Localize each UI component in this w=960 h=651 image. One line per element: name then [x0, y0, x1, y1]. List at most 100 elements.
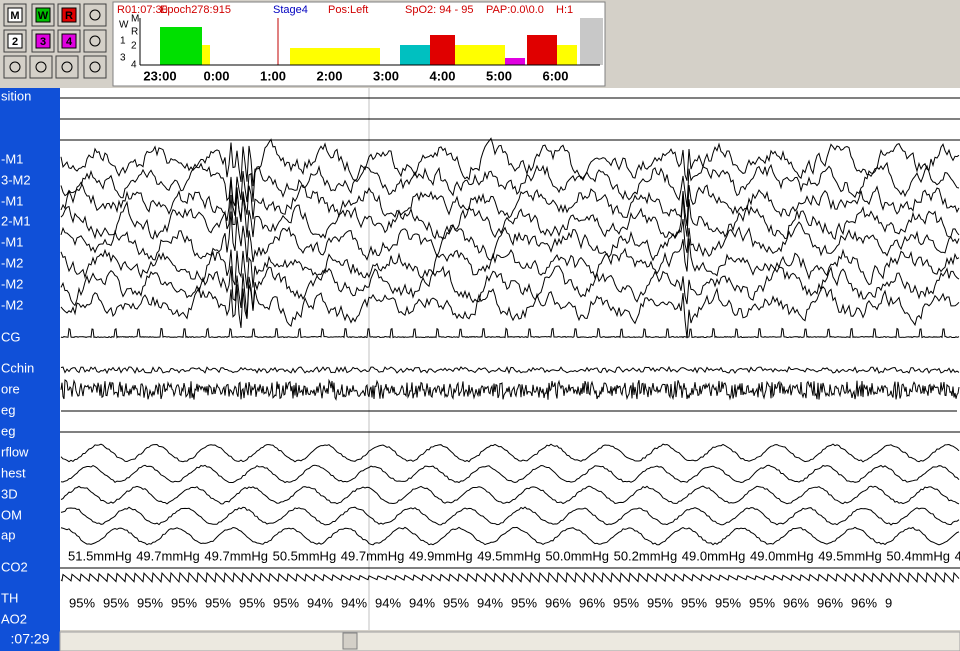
etco2-value: 49.5mmHg — [818, 548, 882, 563]
hypnogram-header: Epoch278:915 — [160, 4, 231, 16]
spo2-value: 95% — [69, 595, 95, 610]
clock-box[interactable] — [0, 630, 60, 651]
channel-label: sition — [1, 88, 31, 103]
channel-label: OM — [1, 507, 22, 522]
etco2-value: 50.4mmHg — [886, 548, 950, 563]
toolbar-icon-button[interactable] — [83, 29, 107, 53]
channel-label: -M2 — [1, 276, 23, 291]
spo2-value: 96% — [817, 595, 843, 610]
scrollbar[interactable] — [59, 631, 960, 651]
channel-label: Cchin — [1, 360, 34, 375]
channel-label: eg — [1, 423, 15, 438]
spo2-value: 94% — [375, 595, 401, 610]
spo2-value: 95% — [137, 595, 163, 610]
toolbar-icon-button[interactable] — [83, 3, 107, 27]
spo2-value: 95% — [647, 595, 673, 610]
spo2-value: 95% — [715, 595, 741, 610]
toolbar-icon-button[interactable] — [55, 55, 79, 79]
stage-label: W — [119, 20, 129, 31]
waveform — [60, 265, 960, 318]
waveform — [60, 464, 960, 484]
button-label: W — [38, 10, 49, 22]
waveform — [60, 238, 960, 289]
channel-label: eg — [1, 402, 15, 417]
stage-label: 4 — [131, 60, 137, 71]
time-label: 5:00 — [486, 68, 512, 83]
waveform — [60, 179, 960, 227]
toolbar-icon-button[interactable] — [3, 55, 27, 79]
channel-label: 3-M2 — [1, 172, 31, 187]
button-face — [7, 33, 23, 49]
icon — [89, 35, 101, 47]
spo2-value: 95% — [613, 595, 639, 610]
channel-label: CO2 — [1, 559, 28, 574]
stage-label: M — [131, 14, 139, 25]
spo2-value: 95% — [205, 595, 231, 610]
channel-label: rflow — [1, 444, 29, 459]
etco2-value: 49.0mmHg — [750, 548, 814, 563]
stage-label: R — [131, 27, 138, 38]
button-label: R — [65, 10, 73, 22]
icon — [89, 9, 101, 21]
stage-label: 2 — [131, 41, 137, 52]
channel-label: 2-M1 — [1, 213, 31, 228]
channel-label: -M1 — [1, 234, 23, 249]
etco2-value: 49.7mmHg — [136, 548, 200, 563]
spo2-value: 95% — [273, 595, 299, 610]
icon — [35, 61, 47, 73]
spo2-value: 94% — [341, 595, 367, 610]
button-label: 3 — [40, 36, 46, 48]
waveform — [60, 526, 960, 546]
toolbar-icon-button[interactable] — [83, 55, 107, 79]
channel-label: 3D — [1, 486, 18, 501]
scroll-thumb[interactable] — [342, 632, 358, 650]
hypnogram-header: H:1 — [556, 4, 573, 16]
button-face — [35, 7, 51, 23]
spo2-value: 96% — [545, 595, 571, 610]
button-label: M — [10, 10, 19, 22]
spo2-value: 94% — [307, 595, 333, 610]
etco2-value: 50.5mmHg — [273, 548, 337, 563]
toolbar-icon-button[interactable] — [29, 55, 53, 79]
stage-label: 3 — [120, 53, 126, 64]
spo2-value: 95% — [511, 595, 537, 610]
time-label: 23:00 — [143, 68, 176, 83]
hypnogram-header: SpO2: 94 - 95 — [405, 4, 474, 16]
channel-label: ore — [1, 381, 20, 396]
icon — [9, 61, 21, 73]
icon — [61, 61, 73, 73]
spo2-value: 95% — [443, 595, 469, 610]
channel-label: -M2 — [1, 255, 23, 270]
channel-label: -M1 — [1, 193, 23, 208]
waveform — [60, 284, 960, 339]
etco2-value: 49.9mmHg — [409, 548, 473, 563]
button-face — [35, 33, 51, 49]
waveform — [60, 327, 960, 339]
waveform — [60, 485, 960, 505]
stage-label: 1 — [120, 36, 126, 47]
time-label: 3:00 — [373, 68, 399, 83]
spo2-value: 95% — [171, 595, 197, 610]
spo2-value: 96% — [783, 595, 809, 610]
hypnogram-header: R01:07:30 — [117, 4, 168, 16]
signal-area — [60, 88, 960, 630]
waveform — [60, 443, 960, 463]
spo2-value: 95% — [681, 595, 707, 610]
hypnogram-header: PAP:0.0\0.0 — [486, 4, 544, 16]
spo2-value: 9 — [885, 595, 892, 610]
etco2-value: 50.2mmHg — [614, 548, 678, 563]
etco2-value: 49.7mmHg — [204, 548, 268, 563]
waveform — [60, 378, 960, 401]
channel-label: AO2 — [1, 611, 27, 626]
time-label: 4:00 — [429, 68, 455, 83]
spo2-value: 95% — [239, 595, 265, 610]
waveform — [60, 506, 960, 526]
waveform — [60, 191, 960, 241]
spo2-value: 95% — [103, 595, 129, 610]
channel-label-panel — [0, 88, 60, 630]
time-label: 6:00 — [542, 68, 568, 83]
etco2-value: 51.5mmHg — [68, 548, 132, 563]
channel-label: ap — [1, 527, 15, 542]
